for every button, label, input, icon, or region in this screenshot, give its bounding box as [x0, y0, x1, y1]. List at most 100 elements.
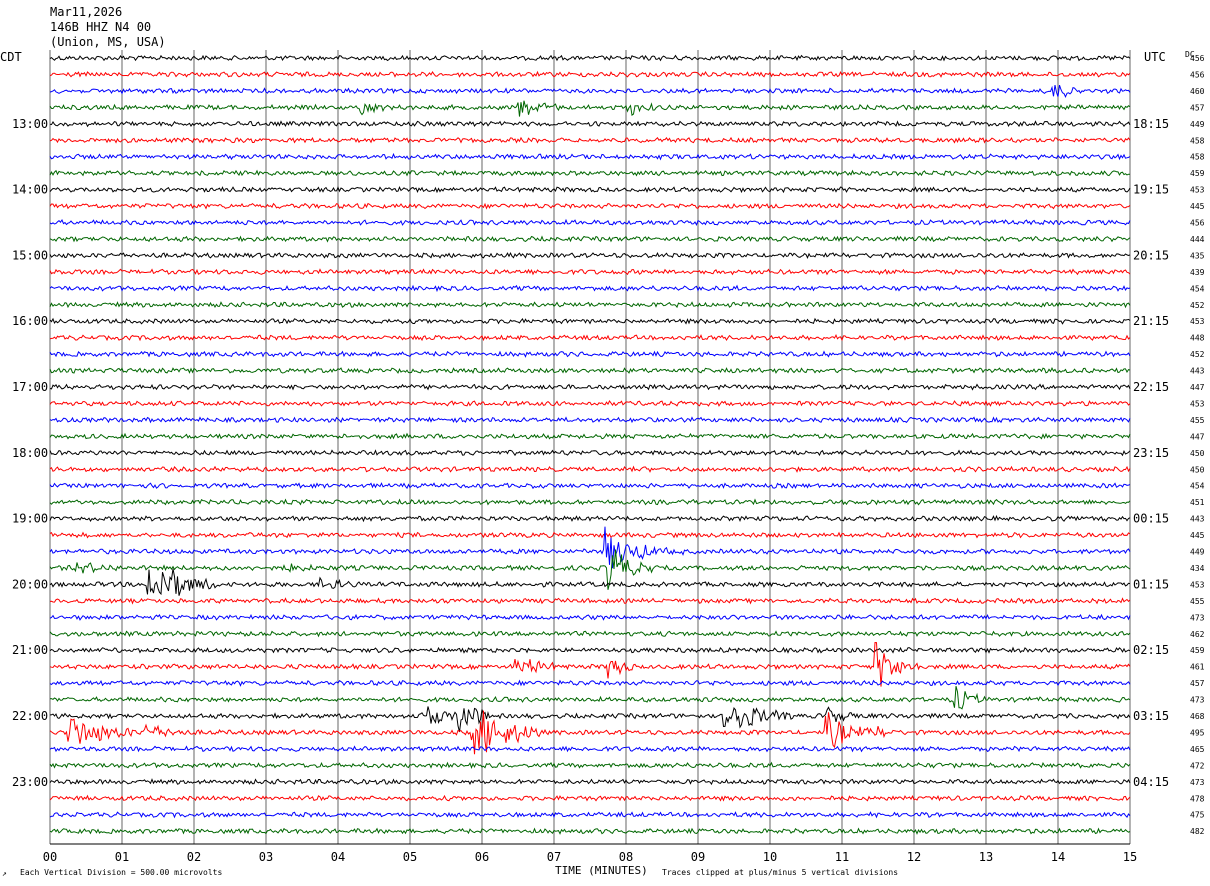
- cdt-hour-label: 22:00: [12, 709, 48, 723]
- dc-offset-label: 455: [1190, 597, 1205, 606]
- cdt-hour-label: 17:00: [12, 380, 48, 394]
- trace-line: [49, 679, 1131, 687]
- trace-line: [49, 498, 1131, 506]
- trace-line: [49, 399, 1131, 407]
- trace-line: [49, 284, 1131, 293]
- minute-tick-label: 11: [835, 850, 849, 864]
- utc-hour-label: 00:15: [1133, 512, 1169, 526]
- cdt-hour-label: 23:00: [12, 775, 48, 789]
- minute-tick-label: 09: [691, 850, 705, 864]
- dc-offset-label: 472: [1190, 761, 1205, 770]
- cdt-hour-label: 18:00: [12, 446, 48, 460]
- dc-offset-label: 447: [1190, 383, 1205, 392]
- minute-tick-label: 15: [1123, 850, 1137, 864]
- dc-offset-label: 454: [1190, 284, 1205, 293]
- dc-offset-label: 462: [1190, 630, 1205, 639]
- trace-line: [49, 514, 1131, 523]
- station-label: 146B HHZ N4 00: [50, 20, 151, 34]
- dc-offset-label: 449: [1190, 120, 1205, 129]
- trace-line: [49, 70, 1131, 78]
- clip-note: Traces clipped at plus/minus 5 vertical …: [662, 868, 898, 877]
- trace-line: [49, 334, 1131, 342]
- trace-line: [49, 549, 1131, 590]
- dc-offset-label: 458: [1190, 153, 1205, 162]
- trace-line: [49, 54, 1131, 62]
- cdt-hour-label: 21:00: [12, 643, 48, 657]
- scale-icon: ↗: [2, 869, 7, 878]
- minute-tick-label: 07: [547, 850, 561, 864]
- location-label: (Union, MS, USA): [50, 35, 166, 49]
- scale-note: Each Vertical Division = 500.00 microvol…: [20, 868, 222, 877]
- trace-line: [49, 710, 1131, 755]
- utc-hour-label: 03:15: [1133, 709, 1169, 723]
- utc-hour-label: 01:15: [1133, 577, 1169, 591]
- dc-offset-label: 456: [1190, 54, 1205, 63]
- utc-hour-label: 21:15: [1133, 314, 1169, 328]
- dc-offset-label: 459: [1190, 646, 1205, 655]
- dc-offset-label: 465: [1190, 745, 1205, 754]
- dc-offset-label: 478: [1190, 794, 1205, 803]
- minute-tick-label: 02: [187, 850, 201, 864]
- trace-line: [49, 465, 1131, 473]
- trace-line: [49, 646, 1131, 654]
- dc-offset-label: 444: [1190, 235, 1205, 244]
- dc-offset-label: 458: [1190, 136, 1205, 145]
- utc-hour-label: 02:15: [1133, 643, 1169, 657]
- dc-offset-label: 448: [1190, 334, 1205, 343]
- trace-line: [49, 613, 1131, 621]
- trace-line: [49, 301, 1131, 309]
- dc-offset-label: 451: [1190, 498, 1205, 507]
- trace-line: [49, 350, 1131, 358]
- trace-line: [49, 416, 1131, 424]
- minute-tick-label: 10: [763, 850, 777, 864]
- dc-offset-label: 460: [1190, 87, 1205, 96]
- dc-offset-label: 452: [1190, 301, 1205, 310]
- trace-line: [49, 778, 1131, 786]
- seismic-traces: [49, 54, 1131, 835]
- trace-line: [49, 100, 1131, 117]
- trace-line: [49, 597, 1131, 605]
- minute-tick-labels: 00 01 02 03 04 05 06 07 08 09 10 11 12 13 14 15: [43, 850, 1137, 864]
- minute-tick-label: 03: [259, 850, 273, 864]
- trace-line: [49, 482, 1131, 490]
- trace-line: [49, 827, 1131, 835]
- trace-line: [49, 794, 1131, 802]
- cdt-hour-label: 15:00: [12, 248, 48, 262]
- trace-line: [49, 432, 1131, 440]
- dc-header: DC: [1185, 50, 1195, 59]
- dc-offset-label: 434: [1190, 564, 1205, 573]
- trace-line: [49, 641, 1131, 687]
- time-grid: [49, 50, 1131, 845]
- utc-hour-labels: 18:15 19:15 20:15 21:15 22:15 23:15 00:15 01:15…: [1133, 117, 1169, 789]
- trace-line: [49, 84, 1131, 99]
- dc-offset-label: 475: [1190, 811, 1205, 820]
- trace-line: [49, 218, 1131, 227]
- dc-offset-label: 482: [1190, 827, 1205, 836]
- cdt-hour-label: 16:00: [12, 314, 48, 328]
- dc-offset-label: 452: [1190, 350, 1205, 359]
- dc-offset-label: 443: [1190, 367, 1205, 376]
- trace-line: [49, 706, 1131, 733]
- x-axis-title: TIME (MINUTES): [555, 864, 648, 877]
- trace-line: [49, 268, 1131, 276]
- trace-line: [49, 120, 1131, 128]
- dc-offset-label: 445: [1190, 531, 1205, 540]
- left-timezone-label: CDT: [0, 50, 22, 64]
- dc-offset-label: 443: [1190, 515, 1205, 524]
- dc-offset-label: 461: [1190, 663, 1205, 672]
- utc-hour-label: 20:15: [1133, 248, 1169, 262]
- minute-tick-label: 05: [403, 850, 417, 864]
- dc-offset-label: 457: [1190, 679, 1205, 688]
- dc-offset-label: 445: [1190, 202, 1205, 211]
- trace-line: [49, 152, 1131, 161]
- trace-line: [49, 526, 1131, 569]
- trace-line: [49, 383, 1131, 391]
- dc-offset-label: 459: [1190, 169, 1205, 178]
- trace-line: [49, 685, 1131, 710]
- dc-offset-label: 495: [1190, 728, 1205, 737]
- trace-line: [49, 531, 1131, 539]
- trace-line: [49, 745, 1131, 753]
- dc-offset-label: 456: [1190, 219, 1205, 228]
- dc-offset-label: 456: [1190, 71, 1205, 80]
- minute-tick-label: 08: [619, 850, 633, 864]
